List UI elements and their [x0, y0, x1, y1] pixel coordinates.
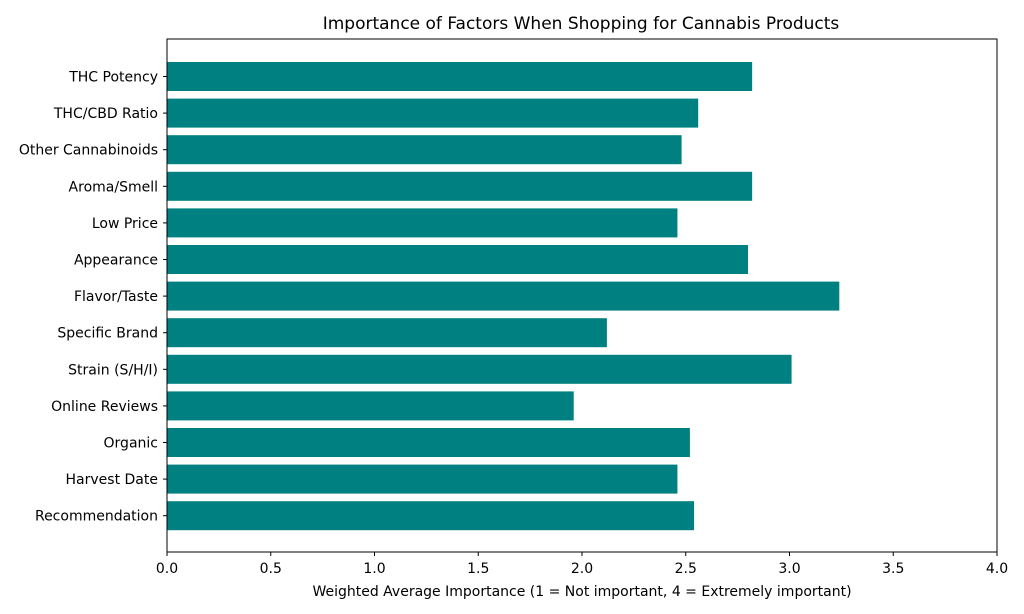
- bar-specific-brand: [167, 318, 607, 348]
- bars-group: [167, 62, 840, 531]
- x-tick-label-4: 2.0: [571, 561, 593, 577]
- chart-title: Importance of Factors When Shopping for …: [323, 14, 840, 34]
- y-tick-label-specific-brand: Specific Brand: [57, 326, 158, 342]
- y-tick-label-other-cannabinoids: Other Cannabinoids: [19, 143, 158, 159]
- bar-aroma-smell: [167, 171, 753, 201]
- x-tick-label-7: 3.5: [882, 561, 904, 577]
- bar-harvest-date: [167, 464, 678, 494]
- y-tick-label-thc-potency: THC Potency: [68, 70, 158, 86]
- y-tick-label-online-reviews: Online Reviews: [51, 399, 158, 415]
- bar-low-price: [167, 208, 678, 238]
- bar-online-reviews: [167, 391, 574, 421]
- bar-thc-potency: [167, 62, 753, 91]
- x-axis-label: Weighted Average Importance (1 = Not imp…: [312, 584, 851, 600]
- x-tick-label-1: 0.5: [260, 561, 282, 577]
- x-tick-label-3: 1.5: [467, 561, 489, 577]
- y-tick-label-organic: Organic: [104, 436, 158, 452]
- y-tick-label-flavor-taste: Flavor/Taste: [74, 289, 158, 305]
- bar-other-cannabinoids: [167, 135, 682, 165]
- bar-strain-s-h-i: [167, 354, 792, 384]
- x-tick-label-0: 0.0: [156, 561, 178, 577]
- x-tick-label-5: 2.5: [675, 561, 697, 577]
- bar-thc-cbd-ratio: [167, 98, 699, 128]
- y-tick-label-aroma-smell: Aroma/Smell: [69, 179, 158, 195]
- x-tick-label-6: 3.0: [778, 561, 800, 577]
- bar-flavor-taste: [167, 281, 840, 311]
- x-tick-label-2: 1.0: [363, 561, 385, 577]
- bar-organic: [167, 428, 690, 457]
- y-tick-label-appearance: Appearance: [74, 253, 158, 269]
- y-tick-label-low-price: Low Price: [92, 216, 158, 232]
- bar-appearance: [167, 245, 748, 274]
- y-tick-label-harvest-date: Harvest Date: [66, 472, 158, 488]
- y-axis: THC Potency THC/CBD Ratio Other Cannabinoi…: [19, 70, 167, 525]
- y-tick-label-recommendation: Recommendation: [35, 509, 158, 525]
- y-tick-label-thc-cbd-ratio: THC/CBD Ratio: [53, 106, 158, 122]
- x-axis: 0.0 0.5 1.0 1.5 2.0 2.5 3.0 3.5 4.0: [156, 552, 1008, 577]
- y-tick-label-strain-s-h-i: Strain (S/H/I): [68, 362, 158, 378]
- bar-recommendation: [167, 501, 695, 531]
- x-tick-label-8: 4.0: [986, 561, 1008, 577]
